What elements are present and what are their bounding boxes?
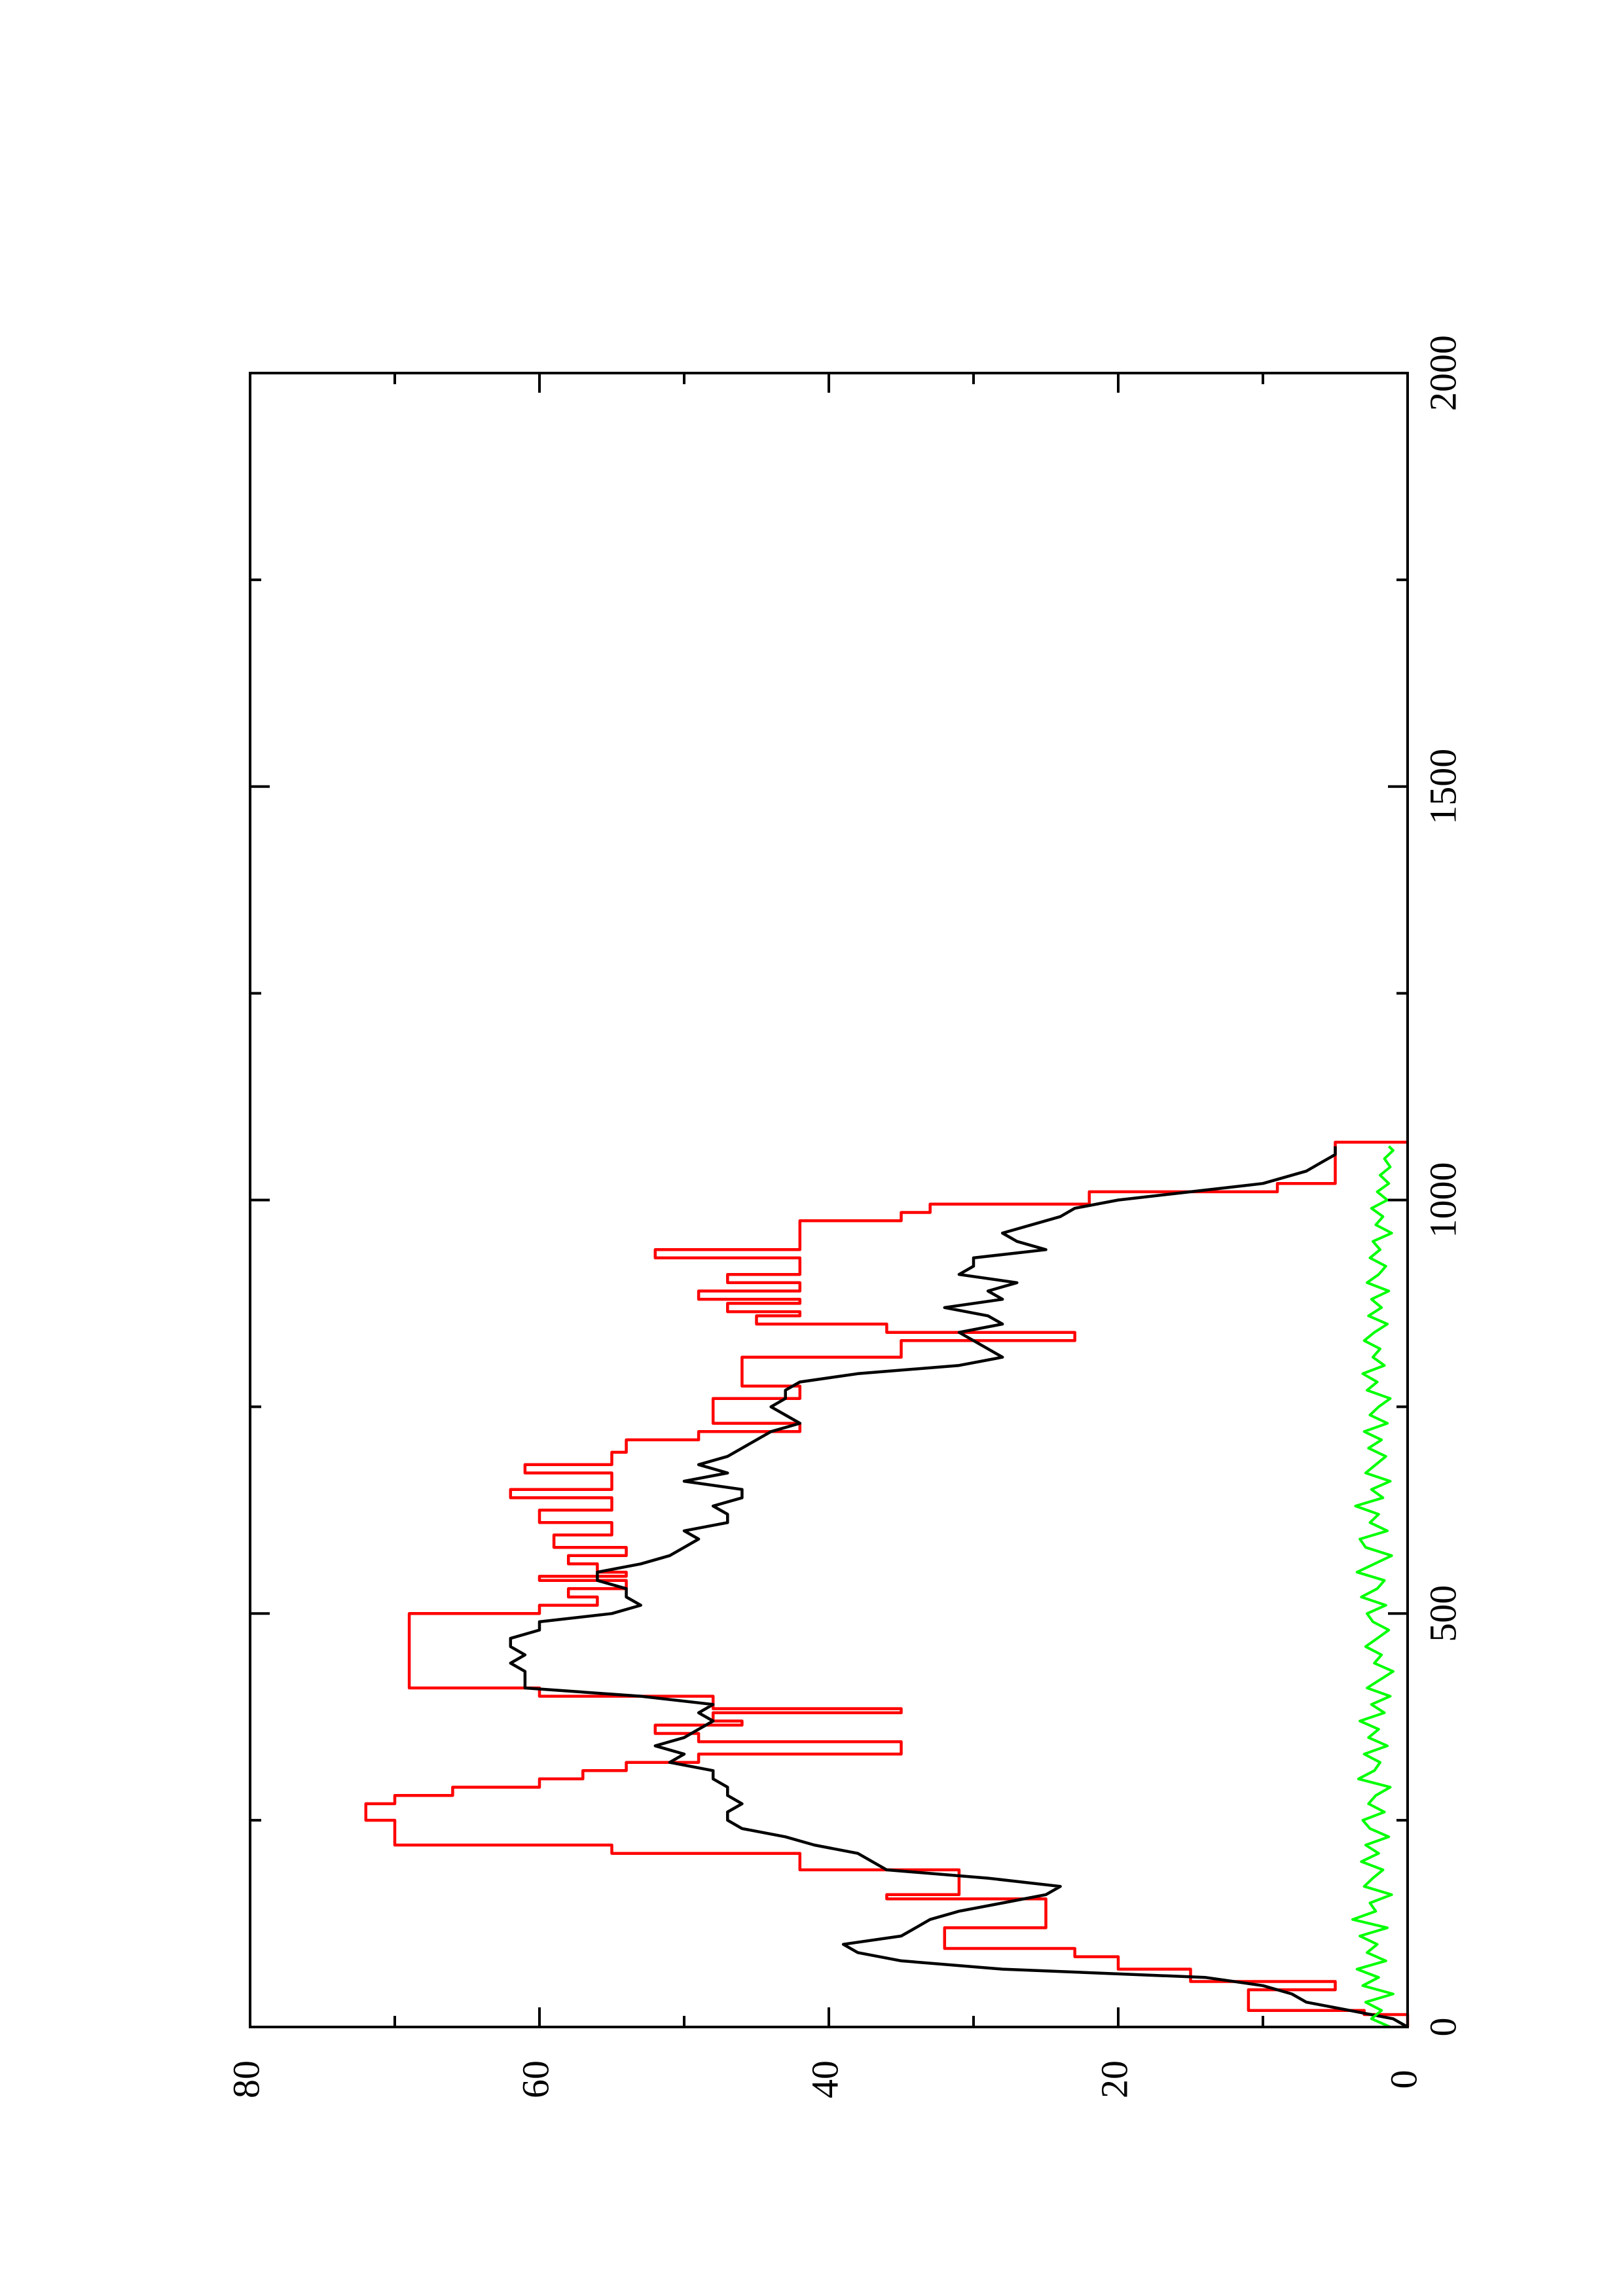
y-tick-label: 80 [225,2060,267,2098]
series-line-2 [509,1146,1409,2028]
y-tick-label: 0 [1382,2070,1425,2089]
x-tick-label: 1000 [1421,1162,1464,1238]
series-line-3 [1351,1145,1395,2028]
plot-area: 0 500 1000 1500 2000 0 20 40 60 80 [225,335,1464,2098]
x-tick-label: 1500 [1421,749,1464,825]
y-tick-label: 20 [1093,2060,1135,2098]
x-tick-label: 2000 [1421,335,1464,411]
x-tick-label: 500 [1421,1585,1464,1642]
y-tick-label: 60 [514,2060,556,2098]
series-line-1 [364,1140,1410,2027]
x-tick-label: 0 [1421,2018,1464,2037]
plot-frame [249,372,1409,2028]
y-tick-label: 40 [803,2060,846,2098]
